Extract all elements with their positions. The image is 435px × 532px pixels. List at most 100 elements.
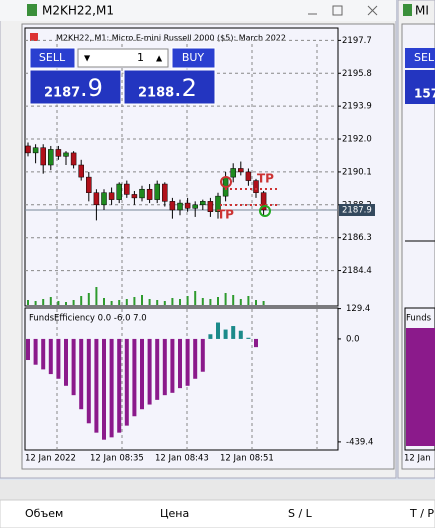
toolbox-bar <box>0 480 435 500</box>
side-sell-label: SEL <box>414 51 435 64</box>
volume-bar <box>186 296 189 305</box>
side-bid[interactable] <box>405 70 435 104</box>
volume-bar <box>148 299 151 305</box>
toolbox-header <box>0 499 435 529</box>
candle-body <box>245 171 252 181</box>
indicator-bar <box>155 338 160 400</box>
column-header[interactable]: Объем <box>25 507 63 520</box>
ask-small: .2 <box>174 74 197 102</box>
maximize-button[interactable] <box>332 5 343 16</box>
sell-button[interactable] <box>29 47 76 69</box>
candle-body <box>131 194 138 199</box>
candle-body <box>93 192 100 206</box>
x-tick-label: 12 Jan 2022 <box>25 454 76 464</box>
y-tick-label: 0.0 <box>346 334 360 344</box>
y-tick-label: 129.4 <box>346 304 370 314</box>
candle-body <box>238 168 244 173</box>
trade-marker <box>259 205 271 217</box>
indicator-bar <box>223 329 228 339</box>
x-tick-label: 12 Jan 08:51 <box>220 454 274 464</box>
volume-bar <box>141 295 143 305</box>
volume-input[interactable] <box>77 48 169 68</box>
title-bar <box>0 0 396 21</box>
volume-bar <box>217 297 219 305</box>
close-button[interactable] <box>367 5 378 16</box>
indicator-bar <box>124 338 129 426</box>
volume-bar <box>133 297 136 305</box>
side-indicator-name: Funds <box>406 314 432 324</box>
indicator-bar <box>132 338 137 417</box>
volume-bar <box>87 293 90 305</box>
sell-label: SELL <box>39 51 66 64</box>
bid-small: .9 <box>80 74 103 102</box>
y-tick-label: 2197.7 <box>342 36 372 46</box>
side-price: 157 <box>414 87 435 101</box>
volume-bar <box>201 298 204 305</box>
indicator-bar <box>246 337 251 339</box>
spin-up[interactable]: ▲ <box>156 54 163 63</box>
indicator-bar <box>26 338 30 361</box>
volume-bar <box>171 298 174 305</box>
column-header[interactable]: S / L <box>288 507 313 520</box>
candle-body <box>63 152 69 157</box>
candle-body <box>184 202 191 209</box>
column-header[interactable]: T / P <box>409 507 434 520</box>
volume-value: 1 <box>137 51 144 64</box>
volume-bar <box>49 297 52 305</box>
window-title: M2KH22,M1 <box>42 4 114 18</box>
indicator-bar <box>64 338 68 386</box>
side-sell[interactable] <box>405 48 435 68</box>
candle-body <box>108 192 115 200</box>
volume-bar <box>224 293 227 305</box>
candle-body <box>260 192 267 211</box>
volume-bar <box>65 302 67 305</box>
indicator-bar <box>41 338 46 370</box>
indicator-bar <box>117 338 122 433</box>
candle-body <box>169 201 176 211</box>
indicator-bar <box>178 338 182 389</box>
ask-box[interactable] <box>123 69 216 105</box>
indicator-bar <box>193 338 198 379</box>
candle-body <box>192 204 198 209</box>
candle-body <box>139 188 145 199</box>
volume-bar <box>103 298 105 305</box>
indicator-bar <box>254 338 258 348</box>
indicator-bar <box>200 338 205 372</box>
volume-bar <box>179 299 181 305</box>
indicator-bar <box>238 330 243 339</box>
ask-big: 2188 <box>138 86 174 101</box>
indicator-bar <box>48 338 53 375</box>
volume-bar <box>95 287 98 305</box>
y-tick-label: -439.4 <box>346 437 373 447</box>
chart-icon <box>30 33 38 41</box>
candle-body <box>116 183 122 200</box>
indicator-bar <box>170 338 175 393</box>
candle-body <box>86 176 92 193</box>
bid-box[interactable] <box>29 69 122 105</box>
volume-bar <box>255 300 257 305</box>
candle-body <box>154 183 160 200</box>
indicator-bar <box>208 334 213 339</box>
column-header[interactable]: Цена <box>160 507 189 520</box>
volume-bar <box>118 300 121 305</box>
candle-body <box>162 183 168 202</box>
candle-body <box>101 192 107 206</box>
spin-down[interactable]: ▼ <box>84 54 91 63</box>
tp-label: TP <box>217 208 234 222</box>
candle-body <box>146 188 153 200</box>
indicator-bar <box>147 338 152 405</box>
volume-bar <box>34 301 37 305</box>
buy-button[interactable] <box>171 47 216 69</box>
y-tick-label: 2186.3 <box>342 233 372 243</box>
chart-title: M2KH22, M1: Micro E-mini Russell 2000 ($… <box>56 34 286 43</box>
current-price-box <box>339 204 375 216</box>
indicator-bar <box>231 326 236 339</box>
y-tick-label: 2192.0 <box>342 135 372 145</box>
volume-bar <box>262 301 265 305</box>
y-tick-label: 2190.1 <box>342 167 372 177</box>
indicator-bar <box>216 322 220 339</box>
candle-body <box>200 201 206 206</box>
x-tick-label: 12 Jan 08:35 <box>90 454 144 464</box>
trade-marker <box>220 176 232 188</box>
volume-bar <box>209 299 212 305</box>
